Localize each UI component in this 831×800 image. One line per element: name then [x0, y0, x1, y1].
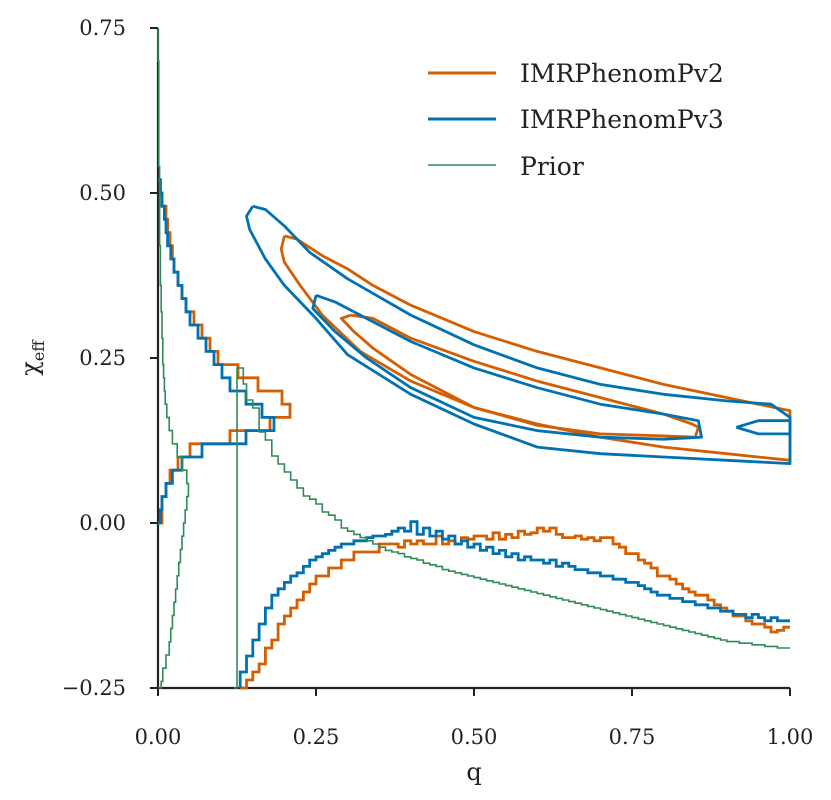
pv2-marginal-q	[240, 526, 790, 690]
y-tick-label-3: 0.50	[79, 181, 126, 205]
pv3-marginal-q	[238, 520, 790, 688]
pv2-contour-0	[279, 234, 792, 462]
legend-label-pv3: IMRPhenomPv3	[520, 105, 724, 134]
x-tick-label-0: 0.00	[135, 725, 182, 749]
pv3-contour-2	[735, 419, 792, 436]
pv3-contour-1	[311, 293, 703, 441]
pv3-contour-0	[245, 204, 792, 465]
x-tick-label-1: 0.25	[293, 725, 340, 749]
legend-label-prior: Prior	[520, 152, 584, 181]
y-tick-label-4: 0.75	[79, 16, 126, 40]
y-axis-label-symbol: χ	[16, 361, 44, 376]
pv3-marginal-chi-eff	[158, 178, 276, 525]
prior-marginal-chi-eff	[157, 28, 190, 689]
y-axis-label-subscript: eff	[29, 339, 48, 361]
x-axis-label: q	[466, 758, 481, 786]
x-tick-label-2: 0.50	[451, 725, 498, 749]
y-tick-label-2: 0.25	[79, 346, 126, 370]
y-tick-label-0: −0.25	[62, 676, 126, 700]
series-marks	[157, 28, 792, 690]
y-axis-label: χeff	[16, 339, 48, 376]
x-tick-label-3: 0.75	[609, 725, 656, 749]
legend-label-pv2: IMRPhenomPv2	[520, 59, 724, 88]
x-tick-label-4: 1.00	[767, 725, 814, 749]
y-tick-label-1: 0.00	[79, 511, 126, 535]
ticks: 0.00 0.25 0.50 0.75 1.00 −0.25 0.00 0.25 0.50 0.7…	[62, 16, 814, 749]
legend: IMRPhenomPv2 IMRPhenomPv3 Prior	[428, 59, 724, 181]
prior-marginal-q	[233, 367, 790, 689]
